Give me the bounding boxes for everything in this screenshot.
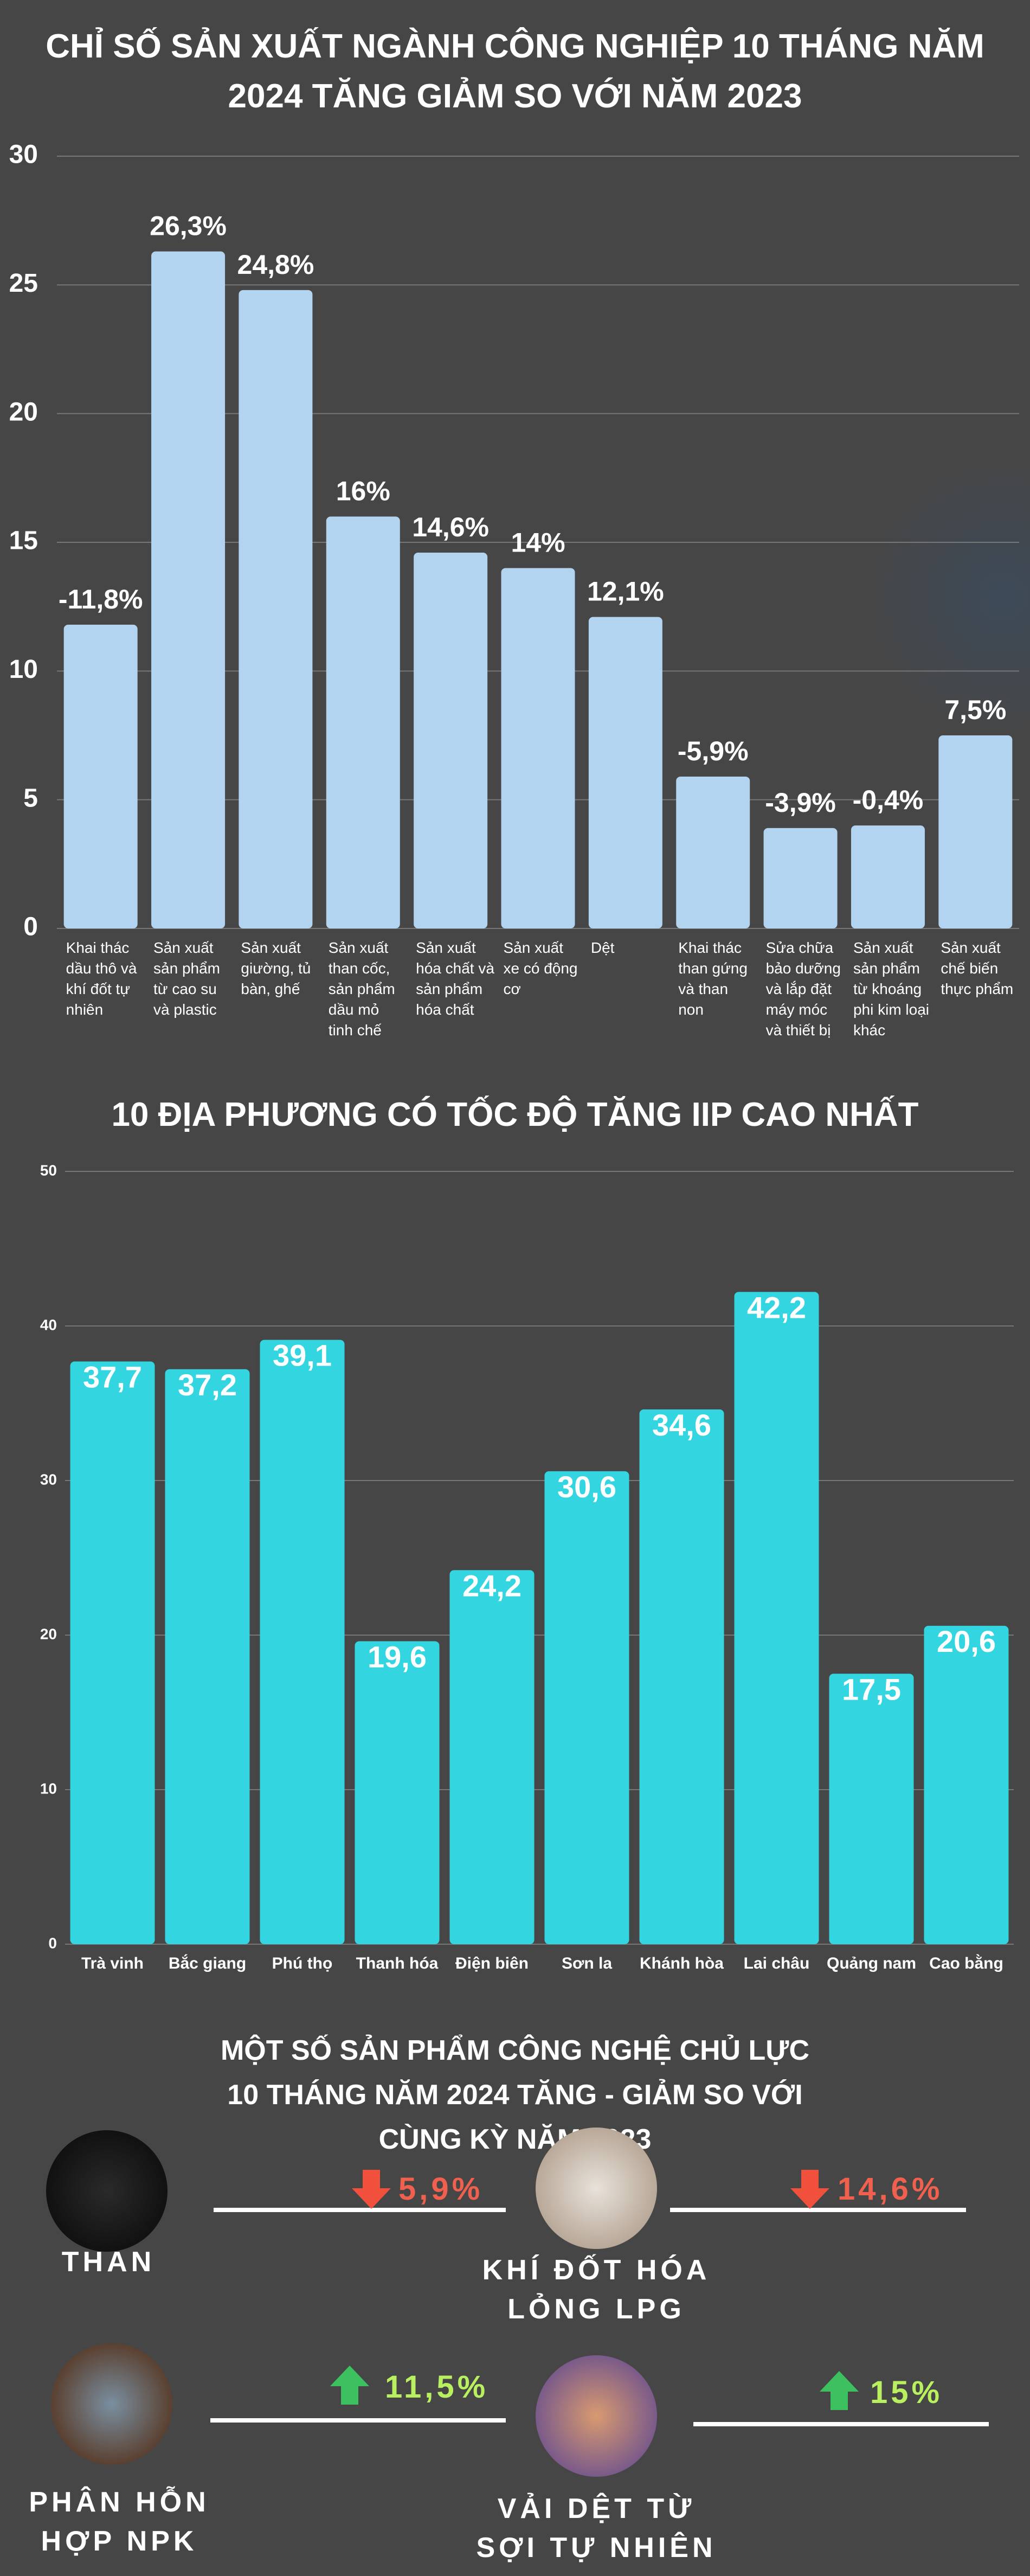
bar [260, 1340, 345, 1944]
chart: 0 10 20 30 40 50 37,7 Trà vinh 37,2 Bắc giang 39,1… [40, 1162, 1014, 1972]
product-image [536, 2128, 657, 2249]
y-tick-label: 20 [40, 1625, 57, 1642]
product-change: 11,5% [385, 2369, 489, 2405]
product-name: KHÍ ĐỐT HÓA LỎNG LPG [482, 2254, 711, 2325]
y-tick-label: 20 [9, 398, 38, 426]
value-label: -5,9% [678, 736, 749, 766]
value-label: 37,2 [178, 1368, 237, 1402]
y-tick-label: 0 [23, 913, 38, 941]
x-tick-label: Phú thọ [272, 1955, 333, 1972]
bar [851, 825, 925, 928]
bar [639, 1409, 724, 1944]
bar [70, 1361, 155, 1944]
bar [63, 624, 138, 928]
product-name: PHÂN HỖN HỢP NPK [29, 2487, 210, 2557]
x-tick-label: Cao bằng [929, 1954, 1003, 1972]
bar [588, 617, 662, 928]
trend-arrow [820, 2371, 859, 2410]
y-tick-label: 10 [9, 655, 38, 684]
bar [355, 1641, 440, 1944]
x-tick-label: Sản xuất xe có động cơ [504, 939, 582, 997]
value-label: 24,8% [237, 249, 314, 280]
value-label: 7,5% [944, 695, 1006, 725]
x-tick-label: Quảng nam [827, 1955, 916, 1972]
product-image [46, 2130, 168, 2252]
product-change: 15% [870, 2375, 943, 2410]
y-tick-label: 30 [9, 140, 38, 169]
x-tick-label: Thanh hóa [356, 1955, 439, 1972]
x-tick-label: Sản xuất hóa chất và sản phẩm hóa chất [416, 939, 499, 1018]
trend-arrow [330, 2366, 369, 2405]
x-tick-label: Khai thác dầu thô và khí đốt tự nhiên [66, 939, 141, 1018]
value-label: -0,4% [853, 785, 924, 815]
x-tick-label: Sản xuất chế biến thực phẩm [941, 939, 1013, 997]
x-tick-label: Khánh hòa [640, 1955, 724, 1972]
x-tick-label: Khai thác than gứng và than non [678, 939, 752, 1018]
y-tick-label: 30 [40, 1471, 57, 1488]
y-tick-label: 25 [9, 269, 38, 298]
bar [239, 290, 313, 928]
bar [151, 251, 226, 928]
y-tick-label: 50 [40, 1162, 57, 1178]
trend-arrow [352, 2170, 391, 2209]
product-image [51, 2343, 172, 2465]
x-tick-label: Dệt [591, 939, 615, 956]
bar [829, 1674, 914, 1944]
value-label: 30,6 [557, 1470, 616, 1504]
value-label: 12,1% [587, 576, 664, 607]
product-graphics [46, 2128, 989, 2477]
x-tick-label: Sản xuất giường, tủ bàn, ghế [241, 939, 315, 997]
x-tick-label: Trà vinh [81, 1955, 144, 1972]
bar [449, 1570, 535, 1944]
value-label: 14% [511, 527, 565, 558]
value-label: 42,2 [747, 1290, 806, 1324]
value-label: 20,6 [937, 1624, 996, 1658]
x-tick-label: Điện biên [455, 1955, 529, 1972]
value-label: 24,2 [462, 1568, 522, 1603]
value-label: -11,8% [59, 584, 143, 614]
y-tick-label: 15 [9, 527, 38, 555]
bar [326, 516, 400, 928]
trend-arrow [790, 2170, 829, 2209]
product-name: THAN [61, 2246, 156, 2278]
product-change: 14,6% [838, 2171, 943, 2207]
value-label: 16% [336, 476, 390, 507]
y-tick-label: 10 [40, 1780, 57, 1797]
bar [165, 1369, 250, 1944]
value-label: 39,1 [273, 1338, 332, 1373]
bar [938, 735, 1013, 928]
bar [676, 776, 750, 928]
x-tick-label: Sản xuất sản phẩm từ cao su và plastic [153, 939, 224, 1018]
x-tick-label: Sản xuất than cốc, sản phẩm dầu mỏ tinh … [329, 939, 400, 1039]
bar [924, 1625, 1009, 1944]
product-name: VẢI DỆT TỪ SỢI TỰ NHIÊN [476, 2493, 717, 2564]
value-label: 37,7 [83, 1360, 142, 1394]
y-tick-label: 0 [48, 1934, 57, 1951]
x-tick-label: Bắc giang [169, 1954, 246, 1972]
value-label: 14,6% [412, 512, 489, 542]
y-tick-label: 40 [40, 1316, 57, 1333]
product-image [536, 2355, 657, 2477]
section-title: MỘT SỐ SẢN PHẨM CÔNG NGHỆ CHỦ LỰC 10 THÁ… [220, 2035, 810, 2155]
product-change: 5,9% [398, 2171, 484, 2207]
value-label: 19,6 [368, 1639, 427, 1674]
bar [763, 828, 838, 928]
y-tick-label: 5 [23, 784, 38, 812]
chart-title: CHỈ SỐ SẢN XUẤT NGÀNH CÔNG NGHIỆP 10 THÁ… [46, 28, 984, 115]
bar [414, 552, 488, 928]
x-tick-label: Lai châu [744, 1955, 810, 1972]
bar [501, 568, 575, 928]
chart: 0 5 10 15 20 25 30 -11,8% Khai thác dầu thô và k… [9, 140, 1019, 1039]
bar [734, 1292, 819, 1944]
value-label: 17,5 [842, 1672, 901, 1706]
x-tick-label: Sơn la [562, 1955, 612, 1972]
x-tick-label: Sửa chữa bảo dưỡng và lắp đặt máy móc và… [766, 939, 845, 1039]
value-label: 34,6 [652, 1408, 711, 1442]
bar [544, 1471, 629, 1944]
x-tick-label: Sản xuất sản phẩm từ khoáng phi kim loại… [853, 939, 934, 1039]
value-label: -3,9% [765, 787, 836, 818]
chart-title: 10 ĐỊA PHƯƠNG CÓ TỐC ĐỘ TĂNG IIP CAO NHẤ… [111, 1096, 919, 1133]
value-label: 26,3% [150, 211, 227, 241]
